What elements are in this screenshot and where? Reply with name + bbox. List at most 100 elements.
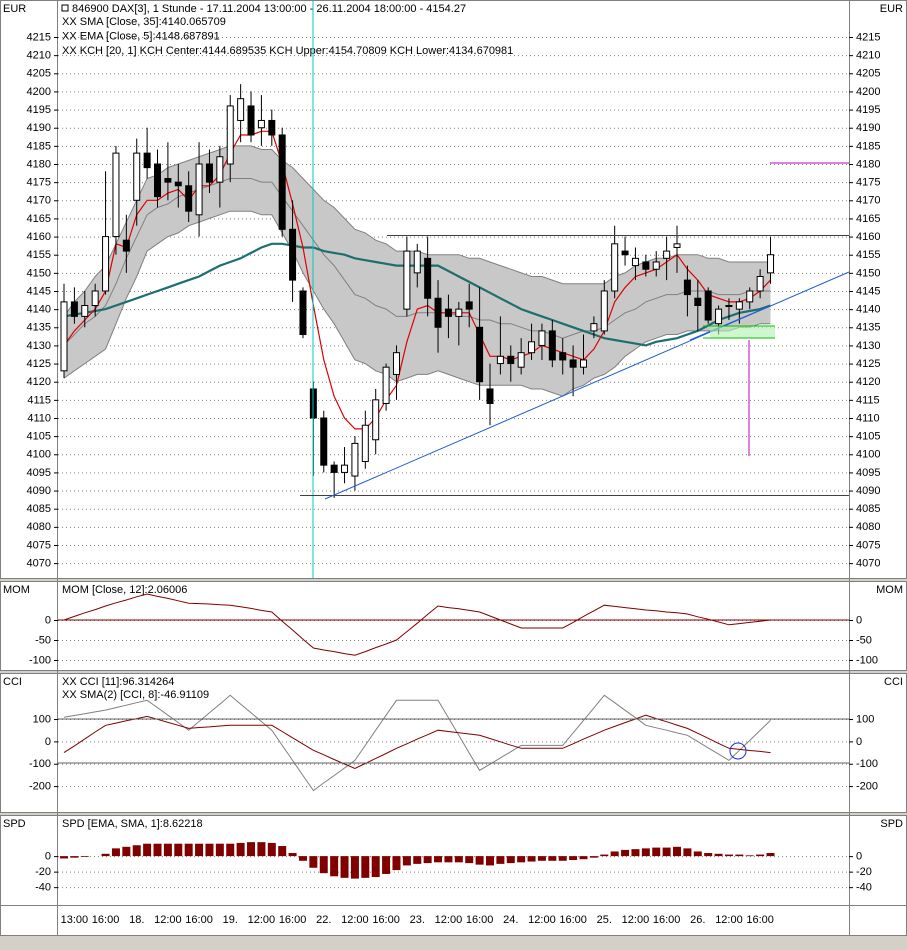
candle-body (257, 119, 265, 129)
legend-entry: XX CCI [11]:96.314264 (62, 676, 174, 688)
x-tick-label: 12:00 (248, 914, 276, 926)
candle-body (621, 250, 629, 256)
y-tick-label: 4165 (856, 213, 880, 225)
candle-body (320, 417, 328, 466)
cci-panel (0, 673, 907, 813)
y-tick-label: 4080 (856, 521, 880, 533)
axis-label: MOM (3, 584, 30, 596)
bar (465, 856, 474, 864)
bar (600, 854, 609, 857)
y-tick-label: 4210 (856, 50, 880, 62)
y-tick-label: 0 (45, 851, 51, 863)
candle-body (247, 105, 255, 136)
y-tick-label: -50 (856, 634, 872, 646)
candle-body (694, 297, 702, 307)
chart-title: 846900 DAX[3], 1 Stunde - 17.11.2004 13:… (72, 3, 466, 15)
y-tick-label: 4200 (27, 86, 51, 98)
bar (496, 856, 505, 864)
candle-body (538, 330, 546, 346)
y-tick-label: 4130 (856, 340, 880, 352)
x-tick-label: 19. (223, 914, 238, 926)
y-tick-label: 4070 (27, 558, 51, 570)
y-tick-label: 4175 (27, 177, 51, 189)
y-tick-label: 4210 (27, 50, 51, 62)
y-tick-label: 4100 (856, 449, 880, 461)
bar (506, 856, 515, 864)
y-tick-label: 4180 (856, 158, 880, 170)
candle-body (226, 105, 234, 165)
candle-body (133, 152, 141, 201)
y-tick-label: -20 (35, 866, 51, 878)
indicator-line (63, 130, 771, 430)
y-tick-label: 4100 (27, 449, 51, 461)
candle-body (174, 181, 182, 187)
axis-separators (57, 0, 850, 935)
candle-body (424, 257, 432, 299)
bar (673, 846, 682, 857)
y-tick-label: 4175 (856, 177, 880, 189)
candle-body (372, 399, 380, 441)
y-tick-label: 4090 (856, 485, 880, 497)
candle-body (102, 236, 110, 292)
band-lower (63, 210, 771, 397)
candle-body (642, 261, 650, 270)
y-tick-label: 4095 (856, 467, 880, 479)
y-tick-label: 4160 (856, 231, 880, 243)
candle-body (455, 308, 463, 317)
y-tick-label: 4110 (856, 412, 880, 424)
candle-body (704, 290, 712, 321)
candle-body (81, 305, 89, 317)
x-tick-label: 16:00 (372, 914, 400, 926)
y-tick-label: 4080 (27, 521, 51, 533)
candle-body (382, 366, 390, 404)
y-tick-label: 4150 (856, 267, 880, 279)
y-tick-label: 4205 (27, 68, 51, 80)
y-tick-label: 4135 (27, 322, 51, 334)
bar (413, 856, 422, 864)
bar (589, 856, 598, 858)
y-tick-label: 4075 (27, 539, 51, 551)
bar (340, 856, 349, 878)
drawings (58, 1, 850, 764)
y-tick-label: 0 (45, 614, 51, 626)
signal-circle (729, 742, 747, 760)
candle-body (517, 352, 525, 368)
candle-body (434, 297, 442, 328)
candle-body (122, 239, 130, 252)
candle-body (559, 352, 567, 361)
x-tick-label: 12:00 (528, 914, 556, 926)
candle-body (91, 290, 99, 307)
bar (714, 853, 723, 857)
legend-entry: MOM [Close, 12]:2.06006 (62, 584, 187, 596)
bar (215, 843, 224, 857)
candle-body (652, 261, 660, 270)
candle-body (465, 301, 473, 310)
y-tick-label: 100 (856, 713, 874, 725)
bar (392, 856, 401, 871)
y-tick-label: -50 (35, 634, 51, 646)
y-tick-label: 4075 (856, 539, 880, 551)
candle-body (237, 98, 245, 121)
y-tick-label: 4110 (27, 412, 51, 424)
y-tick-label: 4130 (27, 340, 51, 352)
candle-body (341, 464, 349, 473)
bar (330, 856, 339, 877)
y-tick-label: 4120 (27, 376, 51, 388)
axis-label: SPD (880, 818, 903, 830)
candle-body (528, 341, 536, 354)
y-tick-label: 100 (33, 713, 51, 725)
bar (444, 856, 453, 863)
bar (537, 856, 546, 861)
axis-label: CCI (3, 676, 22, 688)
candle-body (631, 257, 639, 267)
candle-body (299, 290, 307, 336)
time-axis (0, 905, 907, 936)
candle-body (403, 250, 411, 310)
y-tick-label: 4105 (27, 431, 51, 443)
y-tick-label: 4105 (856, 431, 880, 443)
bar (434, 856, 443, 863)
y-tick-label: 4185 (856, 140, 880, 152)
indicator-line (63, 593, 771, 656)
bar (195, 843, 204, 857)
y-tick-label: 4125 (856, 358, 880, 370)
